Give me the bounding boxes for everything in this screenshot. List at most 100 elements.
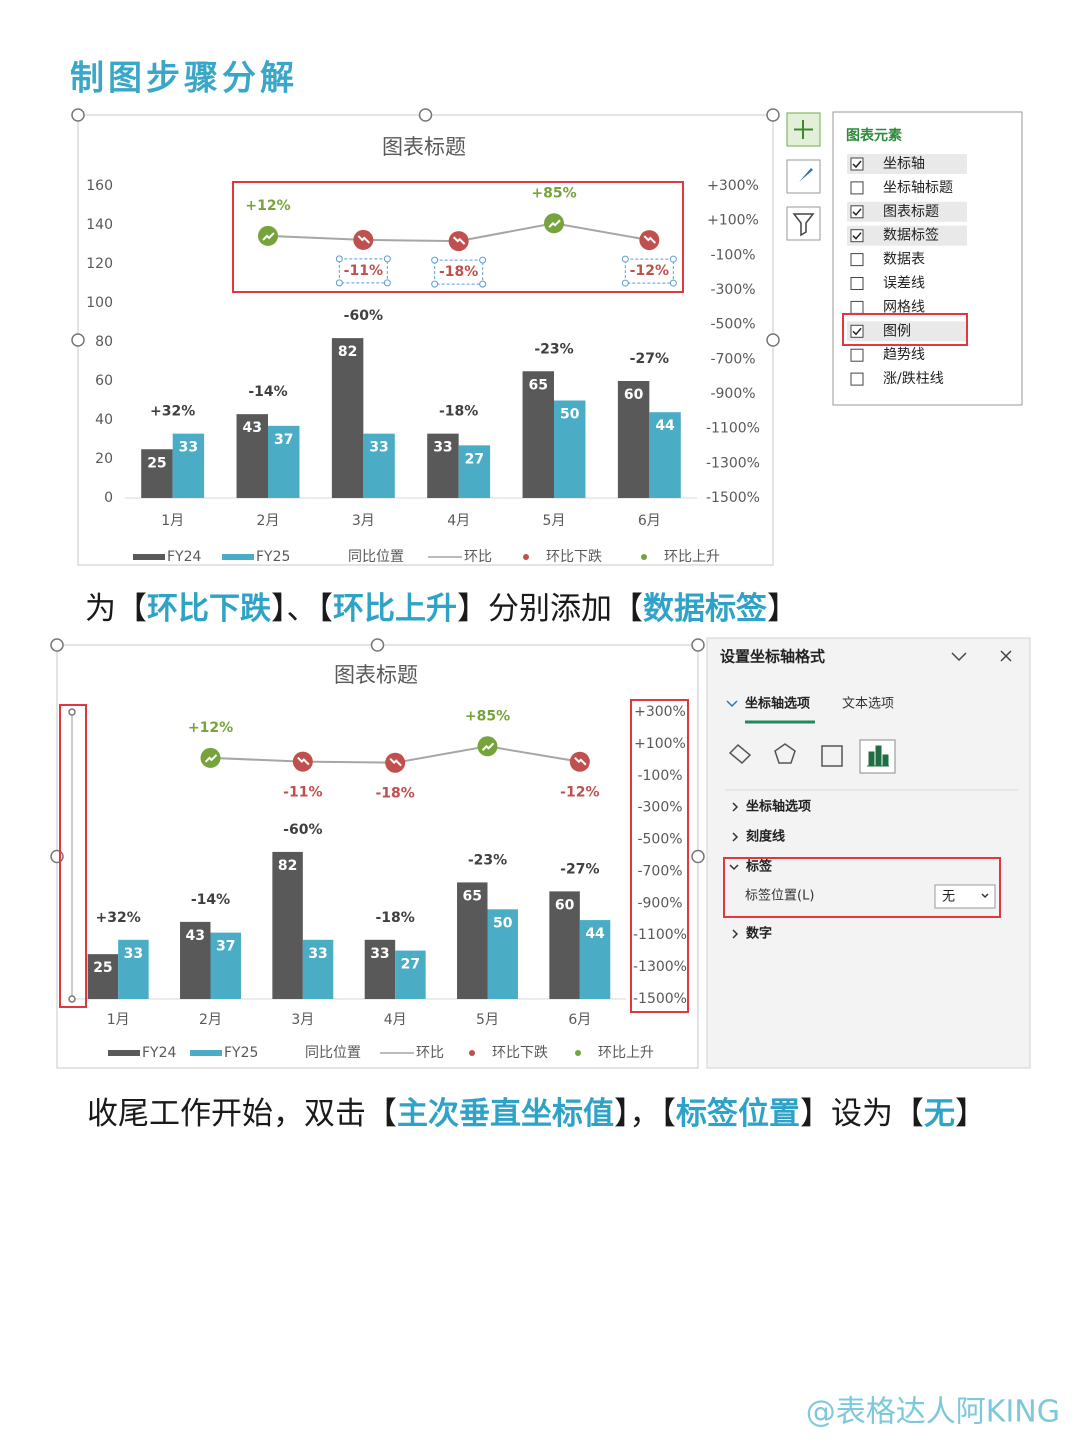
panel-title: 图表元素 — [846, 127, 902, 144]
tab[interactable]: 坐标轴选项 — [745, 696, 810, 712]
collapse-icon[interactable] — [951, 652, 967, 662]
value-label: +85% — [531, 185, 576, 201]
yoy-label: -60% — [344, 308, 383, 324]
legend-label[interactable]: 环比下跌 — [546, 549, 602, 565]
selection-handle[interactable] — [766, 108, 780, 122]
item-label[interactable]: 坐标轴标题 — [883, 180, 953, 196]
selection-handle[interactable] — [766, 333, 780, 347]
bar-value-label: 82 — [338, 344, 357, 360]
bar-value-label: 33 — [308, 946, 327, 962]
selection-handle[interactable] — [71, 333, 85, 347]
checkbox[interactable] — [850, 205, 864, 219]
legend-label[interactable]: FY24 — [167, 549, 202, 565]
item-label[interactable]: 数据表 — [883, 252, 925, 268]
legend-label[interactable]: 环比下跌 — [492, 1045, 548, 1061]
selection-handle[interactable] — [71, 108, 85, 122]
item-highlight — [847, 321, 967, 342]
checkbox[interactable] — [850, 348, 864, 362]
dropdown[interactable] — [934, 884, 996, 909]
x-tick-label: 2月 — [199, 1012, 222, 1028]
label-handle — [479, 280, 487, 288]
checkbox[interactable] — [850, 372, 864, 386]
marker-icon — [643, 235, 657, 244]
item-highlight — [847, 154, 967, 174]
selection-handle[interactable] — [691, 638, 705, 652]
brush-icon — [795, 168, 813, 186]
section-title[interactable]: 坐标轴选项 — [746, 799, 811, 815]
y2-tick-label: -900% — [637, 895, 682, 911]
y2-tick-label: -300% — [637, 800, 682, 816]
checkbox[interactable] — [850, 181, 864, 195]
selection-handle[interactable] — [50, 849, 64, 864]
value-label: -11% — [283, 785, 322, 801]
legend-label[interactable]: 同比位置 — [305, 1045, 361, 1061]
selection-handle[interactable] — [68, 995, 76, 1003]
checkbox[interactable] — [850, 300, 864, 314]
style-button[interactable] — [786, 159, 821, 194]
yoy-label: -27% — [630, 351, 669, 367]
legend-label[interactable]: 同比位置 — [348, 549, 404, 565]
bar — [395, 950, 426, 999]
item-label[interactable]: 图例 — [883, 323, 911, 339]
legend-label[interactable]: 环比 — [464, 549, 492, 565]
fill-icon[interactable] — [728, 743, 752, 765]
bar-value-label: 33 — [179, 440, 198, 456]
bar-value-label: 37 — [216, 939, 235, 955]
section-title[interactable]: 数字 — [746, 926, 772, 942]
y-tick-label: 60 — [95, 373, 113, 389]
item-label[interactable]: 坐标轴 — [883, 156, 925, 172]
legend-label[interactable]: FY25 — [256, 549, 290, 565]
close-icon[interactable] — [1000, 650, 1012, 662]
checkbox[interactable] — [850, 324, 864, 338]
item-label[interactable]: 趋势线 — [883, 347, 925, 363]
y2-tick-label: +100% — [707, 213, 759, 229]
bar-value-label: 27 — [465, 451, 484, 467]
y2-tick-label: -300% — [710, 282, 755, 298]
selection-handle[interactable] — [50, 638, 64, 652]
yoy-label: -18% — [439, 404, 478, 420]
yoy-label: -23% — [534, 341, 573, 357]
checkbox[interactable] — [850, 229, 864, 243]
legend-swatch — [523, 554, 529, 560]
item-label[interactable]: 误差线 — [883, 276, 925, 292]
legend-swatch — [641, 554, 647, 560]
chart-frame[interactable] — [56, 644, 699, 1069]
section-title[interactable]: 刻度线 — [746, 829, 785, 845]
item-label[interactable]: 数据标签 — [883, 227, 939, 244]
item-label[interactable]: 图表标题 — [883, 204, 939, 220]
legend-label[interactable]: FY24 — [142, 1045, 177, 1061]
section-title[interactable]: 标签 — [745, 859, 773, 875]
item-label[interactable]: 涨/跌柱线 — [883, 371, 944, 387]
x-tick-label: 4月 — [447, 513, 470, 529]
legend-label[interactable]: FY25 — [224, 1045, 258, 1061]
filter-button[interactable] — [786, 206, 821, 241]
selection-handle[interactable] — [691, 849, 705, 864]
bar — [364, 939, 396, 999]
legend-label[interactable]: 环比 — [416, 1045, 444, 1061]
marker-icon — [481, 742, 495, 751]
bar — [180, 921, 211, 999]
bar-value-label: 60 — [624, 387, 644, 403]
item-label[interactable]: 网格线 — [883, 299, 925, 315]
value-label: -12% — [630, 263, 669, 279]
selection-handle[interactable] — [418, 108, 433, 122]
y2-tick-label: +300% — [634, 704, 686, 720]
label-handle — [621, 279, 629, 287]
marker-icon — [548, 219, 561, 228]
effects-icon[interactable] — [774, 743, 796, 764]
legend-label[interactable]: 环比上升 — [598, 1045, 654, 1061]
legend-label[interactable]: 环比上升 — [664, 549, 720, 565]
caption-highlight: 无 — [924, 1096, 955, 1132]
size-icon[interactable] — [821, 745, 843, 767]
selection-handle[interactable] — [68, 708, 76, 716]
bar-value-label: 33 — [370, 946, 389, 962]
selection-handle[interactable] — [370, 638, 385, 652]
yoy-label: -60% — [283, 822, 322, 838]
checkbox[interactable] — [850, 277, 864, 290]
bar — [457, 882, 488, 999]
caption-text: 】设为【 — [800, 1096, 924, 1132]
tab[interactable]: 文本选项 — [842, 697, 894, 712]
checkbox[interactable] — [850, 157, 864, 171]
checkbox[interactable] — [850, 253, 864, 267]
legend-swatch — [469, 1050, 475, 1056]
